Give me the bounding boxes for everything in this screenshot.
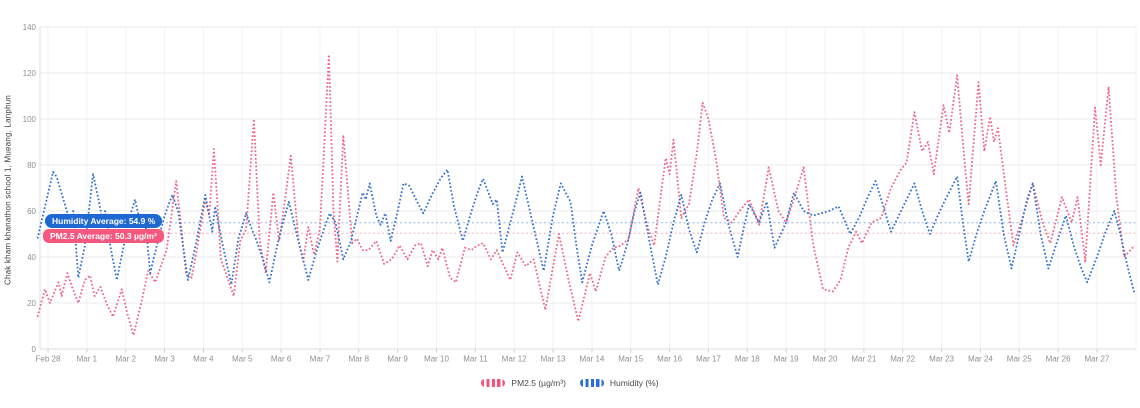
x-tick-label: Mar 2 (115, 355, 136, 364)
x-tick-label: Mar 15 (618, 355, 643, 364)
x-tick-label: Mar 13 (541, 355, 566, 364)
pm25-legend-label: PM2.5 (µg/m³) (511, 378, 566, 388)
humidity-series-swatch-icon (579, 379, 604, 387)
x-tick-label: Mar 14 (579, 355, 604, 364)
legend: PM2.5 (µg/m³) Humidity (%) (0, 375, 1140, 391)
x-tick-label: Mar 23 (929, 355, 954, 364)
x-tick-label: Mar 26 (1046, 355, 1071, 364)
x-tick-label: Mar 4 (193, 355, 214, 364)
x-tick-label: Mar 17 (696, 355, 721, 364)
legend-item-humidity[interactable]: Humidity (%) (579, 378, 659, 388)
y-tick-label: 140 (23, 23, 37, 32)
x-tick-label: Mar 7 (310, 355, 331, 364)
y-tick-label: 0 (32, 345, 37, 354)
humidity-legend-label: Humidity (%) (609, 378, 659, 388)
y-tick-label: 40 (27, 253, 36, 262)
x-tick-label: Mar 12 (502, 355, 527, 364)
x-tick-label: Mar 20 (813, 355, 838, 364)
y-tick-label: 100 (23, 115, 37, 124)
x-tick-label: Feb 28 (36, 355, 61, 364)
y-tick-label: 20 (27, 299, 36, 308)
humidity-average-badge: Humidity Average: 54.9 % (45, 214, 163, 228)
x-tick-label: Mar 9 (387, 355, 408, 364)
x-tick-label: Mar 3 (154, 355, 175, 364)
x-tick-label: Mar 21 (851, 355, 876, 364)
x-tick-label: Mar 11 (463, 355, 488, 364)
x-tick-label: Mar 10 (424, 355, 449, 364)
pm25-series-line (36, 53, 1136, 337)
x-tick-label: Mar 8 (349, 355, 370, 364)
pm25-average-badge: PM2.5 Average: 50.3 µg/m³ (43, 228, 164, 243)
x-tick-label: Mar 24 (968, 355, 993, 364)
y-tick-label: 120 (23, 69, 37, 78)
pm25-series-swatch-icon (481, 379, 506, 387)
x-tick-label: Mar 1 (77, 355, 98, 364)
x-tick-label: Mar 5 (232, 355, 253, 364)
humidity-series-line (36, 168, 1136, 295)
x-tick-label: Mar 6 (271, 355, 292, 364)
y-axis-title: Chak kham khanathon school 1, Mueang, La… (3, 95, 13, 286)
x-tick-label: Mar 18 (735, 355, 760, 364)
x-tick-label: Mar 25 (1007, 355, 1032, 364)
x-tick-label: Mar 19 (774, 355, 799, 364)
y-tick-label: 80 (27, 161, 36, 170)
x-tick-label: Mar 22 (890, 355, 915, 364)
legend-item-pm25[interactable]: PM2.5 (µg/m³) (481, 378, 566, 388)
x-tick-label: Mar 27 (1084, 355, 1109, 364)
x-tick-label: Mar 16 (657, 355, 682, 364)
y-tick-label: 60 (27, 207, 36, 216)
